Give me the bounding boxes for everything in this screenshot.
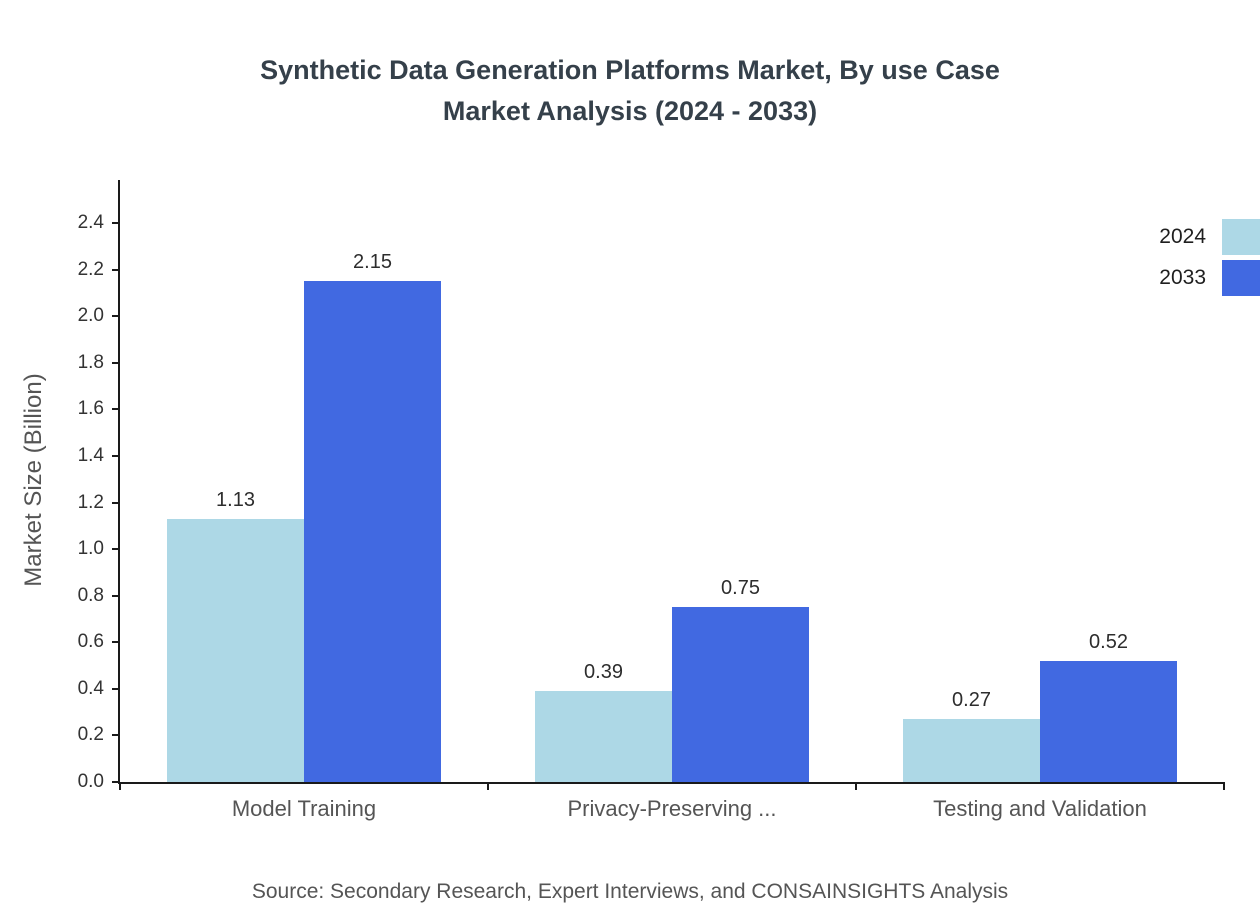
bar-value-label: 0.52 — [1089, 630, 1128, 653]
bar-2033 — [672, 607, 809, 782]
y-tick-mark — [112, 548, 120, 551]
x-tick-mark — [487, 782, 489, 790]
y-tick-mark — [112, 408, 120, 411]
legend-label-2024: 2024 — [1159, 225, 1206, 248]
bar-value-label: 0.39 — [584, 661, 623, 684]
x-category-label: Privacy-Preserving ... — [567, 796, 777, 821]
chart-title: Synthetic Data Generation Platforms Mark… — [260, 55, 1000, 126]
legend-swatch-2033 — [1222, 260, 1260, 296]
plot-area: 0.0 0.2 0.4 0.6 0.8 1.0 1.2 1.4 1.6 1.8 2.0 2.2 2.4 M… — [78, 180, 1225, 821]
y-tick-label: 2.0 — [77, 305, 104, 327]
y-tick-label: 2.2 — [77, 258, 104, 280]
x-tick-mark — [855, 782, 857, 790]
y-tick-label: 2.4 — [77, 212, 104, 233]
y-tick-mark — [112, 734, 120, 737]
y-tick-label: 1.6 — [77, 398, 104, 420]
y-tick-mark — [112, 781, 120, 783]
bar-value-label: 0.75 — [721, 577, 760, 600]
y-tick-label: 1.4 — [77, 444, 104, 466]
y-tick-mark — [112, 501, 120, 504]
y-tick-label: 0.0 — [77, 771, 104, 792]
bar-value-label: 0.27 — [952, 689, 991, 712]
legend-swatch-2024 — [1222, 219, 1260, 255]
y-tick-label: 0.4 — [77, 677, 104, 699]
y-tick-label: 1.2 — [77, 491, 104, 513]
bar-value-label: 2.15 — [353, 251, 392, 274]
y-axis-title: Market Size (Billion) — [20, 373, 47, 587]
bar-2024 — [903, 719, 1040, 782]
source-note: Source: Secondary Research, Expert Inter… — [251, 880, 1009, 903]
bar-2024 — [535, 691, 672, 782]
y-tick-mark — [112, 687, 120, 690]
y-tick-label: 0.2 — [77, 724, 104, 746]
legend-entry-2033: 2033 — [1159, 260, 1260, 296]
y-tick-mark — [112, 454, 120, 457]
y-tick-mark — [112, 268, 120, 271]
legend: 2024 2033 — [1159, 219, 1260, 296]
bar-2033 — [1040, 660, 1177, 782]
y-tick-label: 0.6 — [77, 631, 104, 653]
bar-value-label: 1.13 — [216, 488, 255, 511]
bar-2033 — [304, 281, 441, 782]
x-tick-mark — [119, 782, 121, 790]
x-category-label: Model Training — [231, 796, 377, 821]
x-tick-mark — [1223, 782, 1225, 790]
y-tick-mark — [112, 222, 120, 224]
legend-entry-2024: 2024 — [1159, 219, 1260, 255]
y-tick-label: 0.8 — [77, 584, 104, 606]
y-tick-mark — [112, 315, 120, 318]
legend-label-2033: 2033 — [1159, 266, 1206, 289]
x-category-label: Testing and Validation — [933, 796, 1147, 821]
bar-2024 — [167, 518, 304, 782]
y-tick-mark — [112, 594, 120, 597]
y-tick-label: 1.0 — [77, 538, 104, 560]
y-tick-mark — [112, 641, 120, 644]
y-tick-label: 1.8 — [77, 351, 104, 373]
y-tick-mark — [112, 361, 120, 364]
